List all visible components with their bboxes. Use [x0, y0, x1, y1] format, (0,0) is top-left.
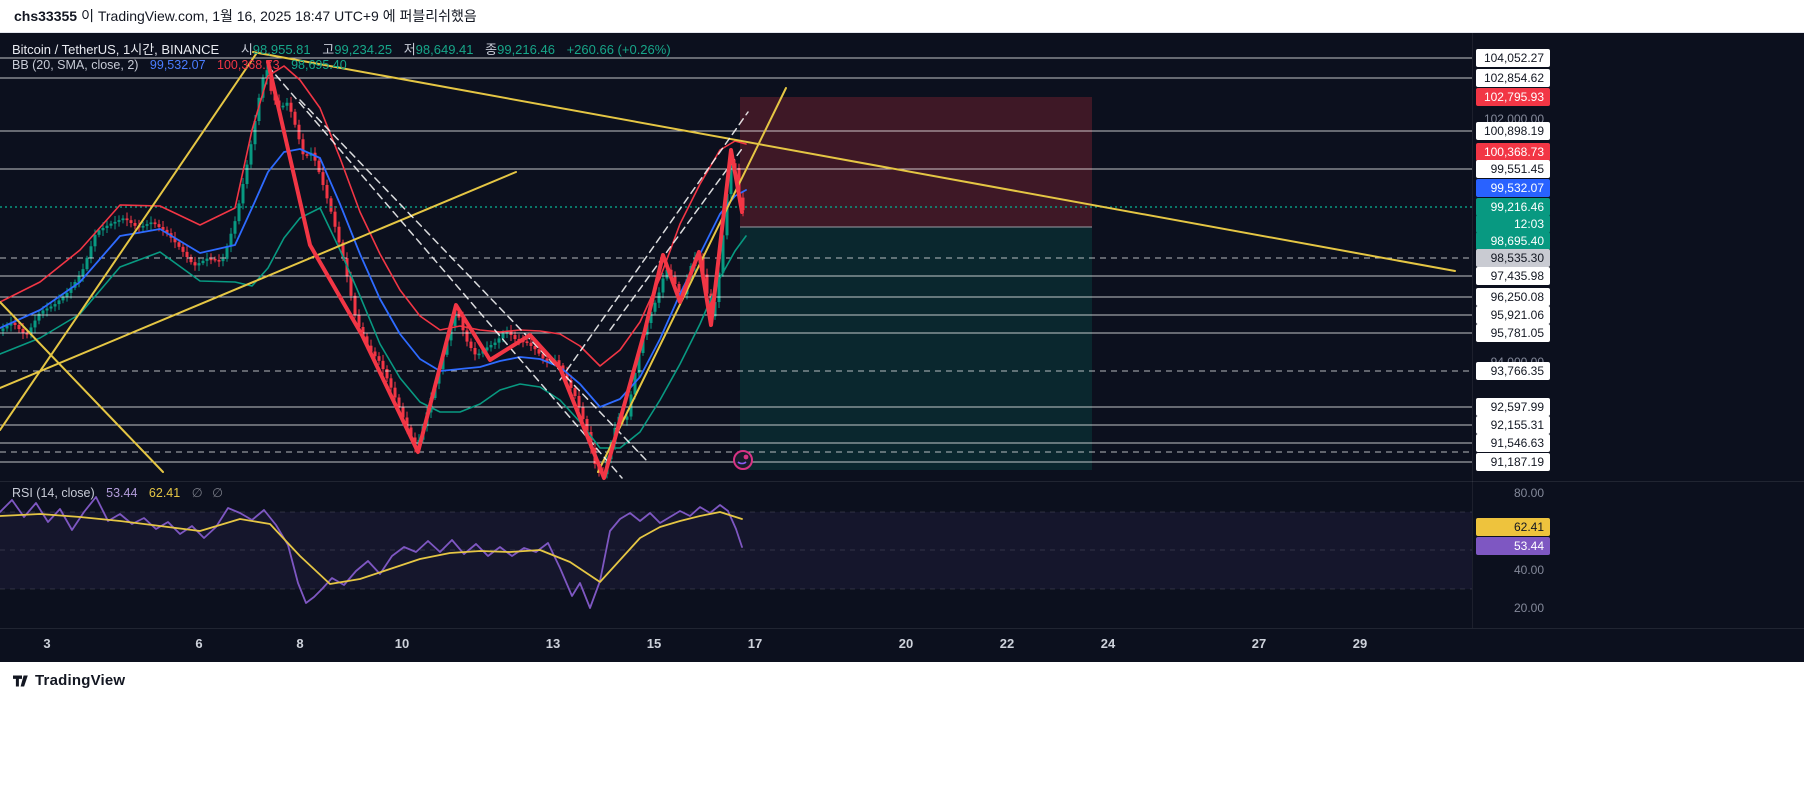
rsi-empty-value-1: ∅: [191, 486, 203, 500]
pane-separator: [0, 481, 1804, 482]
time-axis-label: 8: [296, 636, 304, 651]
page-footer: TradingView: [0, 662, 1804, 803]
price-scale-label: 99,551.45: [1476, 160, 1550, 178]
tradingview-wordmark: TradingView: [35, 672, 126, 689]
time-axis-label: 10: [394, 636, 410, 651]
time-axis-label: 22: [999, 636, 1015, 651]
close-value: 99,216.46: [497, 42, 555, 57]
time-axis-label: 3: [43, 636, 51, 651]
price-scale-label: 98,695.40: [1476, 232, 1550, 250]
high-value: 99,234.25: [334, 42, 393, 57]
close-label: 종: [485, 42, 498, 57]
price-scale-label: 92,155.31: [1476, 416, 1550, 434]
rsi-value: 53.44: [106, 486, 138, 500]
rsi-ma-value: 62.41: [148, 486, 181, 500]
rsi-empty-value-2: ∅: [212, 486, 223, 500]
price-scale-label: 95,781.05: [1476, 324, 1550, 342]
publisher-username: chs33355: [14, 8, 78, 24]
time-axis-label: 15: [646, 636, 662, 651]
price-scale-label: 91,546.63: [1476, 434, 1550, 452]
price-scale-label: 93,766.35: [1476, 362, 1550, 380]
publish-header: chs33355 이 TradingView.com, 1월 16, 2025 …: [0, 0, 1804, 33]
tradingview-logo-link[interactable]: TradingView: [12, 672, 125, 689]
bb-title: BB (20, SMA, close, 2): [12, 58, 139, 72]
high-label: 고: [322, 42, 335, 57]
price-scale-label: 95,921.06: [1476, 306, 1550, 324]
price-scale-label: 100,368.73: [1476, 143, 1550, 161]
publish-info-text: 이 TradingView.com, 1월 16, 2025 18:47 UTC…: [81, 8, 477, 24]
drawing-anchor-icon: [731, 448, 755, 472]
time-axis-label: 20: [898, 636, 914, 651]
price-scale-label: 102,795.93: [1476, 88, 1550, 106]
time-axis-label: 6: [195, 636, 203, 651]
symbol-legend: Bitcoin / TetherUS, 1시간, BINANCE 시98,955…: [12, 39, 671, 58]
rsi-scale-label: 53.44: [1476, 537, 1550, 555]
open-value: 98,955.81: [252, 42, 311, 57]
price-scale-label: 102,854.62: [1476, 69, 1550, 87]
time-axis-label: 27: [1251, 636, 1267, 651]
chart-canvas[interactable]: [0, 33, 1472, 628]
price-scale-label: 99,532.07: [1476, 179, 1550, 197]
price-scale-label: 96,250.08: [1476, 288, 1550, 306]
time-axis-label: 29: [1352, 636, 1368, 651]
change-value: +260.66 (+0.26%): [566, 42, 671, 57]
price-scale-label: 98,535.30: [1476, 249, 1550, 267]
low-value: 98,649.41: [415, 42, 474, 57]
price-scale-label: 104,052.27: [1476, 49, 1550, 67]
bb-legend: BB (20, SMA, close, 2) 99,532.07 100,368…: [12, 58, 355, 72]
price-scale-label: 12:03: [1476, 215, 1550, 233]
time-axis-label: 13: [545, 636, 561, 651]
bb-upper-value: 100,368.73: [217, 58, 280, 72]
time-axis-label: 17: [747, 636, 763, 651]
price-scale-label: 91,187.19: [1476, 453, 1550, 471]
price-scale-label: 97,435.98: [1476, 267, 1550, 285]
rsi-scale-label: 20.00: [1513, 601, 1544, 615]
open-label: 시: [240, 42, 253, 57]
symbol-title: Bitcoin / TetherUS, 1시간, BINANCE: [12, 42, 220, 57]
rsi-scale-label: 80.00: [1513, 486, 1544, 500]
rsi-scale-label: 62.41: [1476, 518, 1550, 536]
low-label: 저: [403, 42, 416, 57]
tradingview-icon: [13, 675, 28, 686]
rsi-legend: RSI (14, close) 53.44 62.41 ∅ ∅: [12, 485, 229, 500]
price-scale-label: 99,216.46: [1476, 198, 1550, 216]
time-axis-separator: [0, 628, 1804, 629]
rsi-scale-label: 40.00: [1513, 563, 1544, 577]
price-scale-label: 92,597.99: [1476, 398, 1550, 416]
time-axis-label: 24: [1100, 636, 1116, 651]
bb-lower-value: 98,695.40: [291, 58, 347, 72]
price-scale-label: 100,898.19: [1476, 122, 1550, 140]
bb-basis-value: 99,532.07: [149, 58, 206, 72]
rsi-title: RSI (14, close): [12, 486, 95, 500]
price-scale-border: [1472, 33, 1473, 628]
